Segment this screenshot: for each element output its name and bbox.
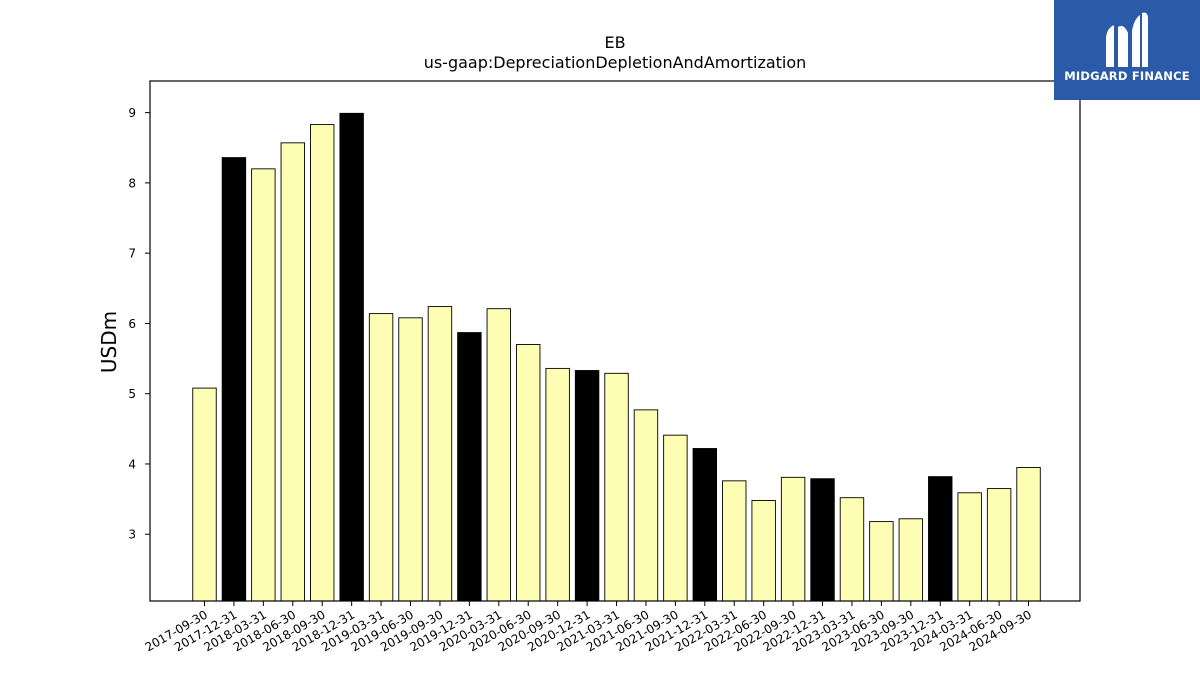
y-tick-label: 5 (128, 387, 136, 401)
bar-2021-09-30 (663, 434, 688, 602)
brand-logo: MIDGARD FINANCE (1054, 0, 1200, 100)
bar-2019-12-31 (457, 332, 482, 602)
bar-2022-09-30 (780, 476, 806, 602)
bar-2024-09-30 (1016, 467, 1041, 602)
bar-2023-06-30 (869, 521, 894, 602)
plot-area-frame (149, 80, 1081, 602)
bar-2023-03-31 (839, 497, 865, 602)
bar-2020-06-30 (516, 344, 541, 602)
bar-2020-03-31 (486, 308, 511, 602)
bar-2022-06-30 (751, 500, 776, 602)
y-tick-label: 3 (128, 528, 136, 542)
chart-subtitle: us-gaap:DepreciationDepletionAndAmortiza… (424, 53, 807, 72)
bar-2019-06-30 (398, 317, 423, 602)
bar-2023-09-30 (898, 518, 924, 602)
bar-2020-09-30 (545, 367, 570, 602)
bar-2022-12-31 (810, 478, 835, 602)
bar-2018-12-31 (339, 112, 364, 602)
bar-2017-12-31 (221, 157, 247, 602)
brand-logo-text: MIDGARD FINANCE (1064, 69, 1190, 83)
bar-2022-03-31 (722, 480, 747, 602)
y-tick-label: 7 (128, 247, 136, 261)
bar-2021-12-31 (692, 448, 718, 602)
bars-group (192, 112, 1041, 602)
bar-2018-06-30 (280, 142, 305, 602)
bar-2018-09-30 (310, 124, 335, 602)
bar-2024-06-30 (986, 488, 1012, 602)
y-tick-label: 4 (128, 457, 136, 471)
x-axis-ticks: 2017-09-302017-12-312018-03-312018-06-30… (143, 601, 1034, 654)
bar-2023-12-31 (928, 476, 953, 602)
midgard-logo-icon (1106, 12, 1148, 68)
bar-2024-03-31 (957, 492, 982, 602)
y-tick-label: 9 (128, 106, 136, 120)
bar-2021-03-31 (604, 372, 629, 602)
bar-2019-09-30 (427, 306, 453, 602)
bar-2018-03-31 (251, 168, 276, 602)
y-axis-ticks: 3 4 5 6 7 8 9 (128, 106, 150, 542)
y-tick-label: 6 (128, 317, 136, 331)
bar-2020-12-31 (574, 370, 600, 602)
bar-2019-03-31 (368, 313, 394, 602)
y-tick-label: 8 (128, 176, 136, 190)
bar-2017-09-30 (192, 387, 217, 602)
chart-title: EB (604, 33, 625, 52)
bar-2021-06-30 (633, 409, 659, 602)
y-axis-label: USDm (97, 311, 121, 373)
